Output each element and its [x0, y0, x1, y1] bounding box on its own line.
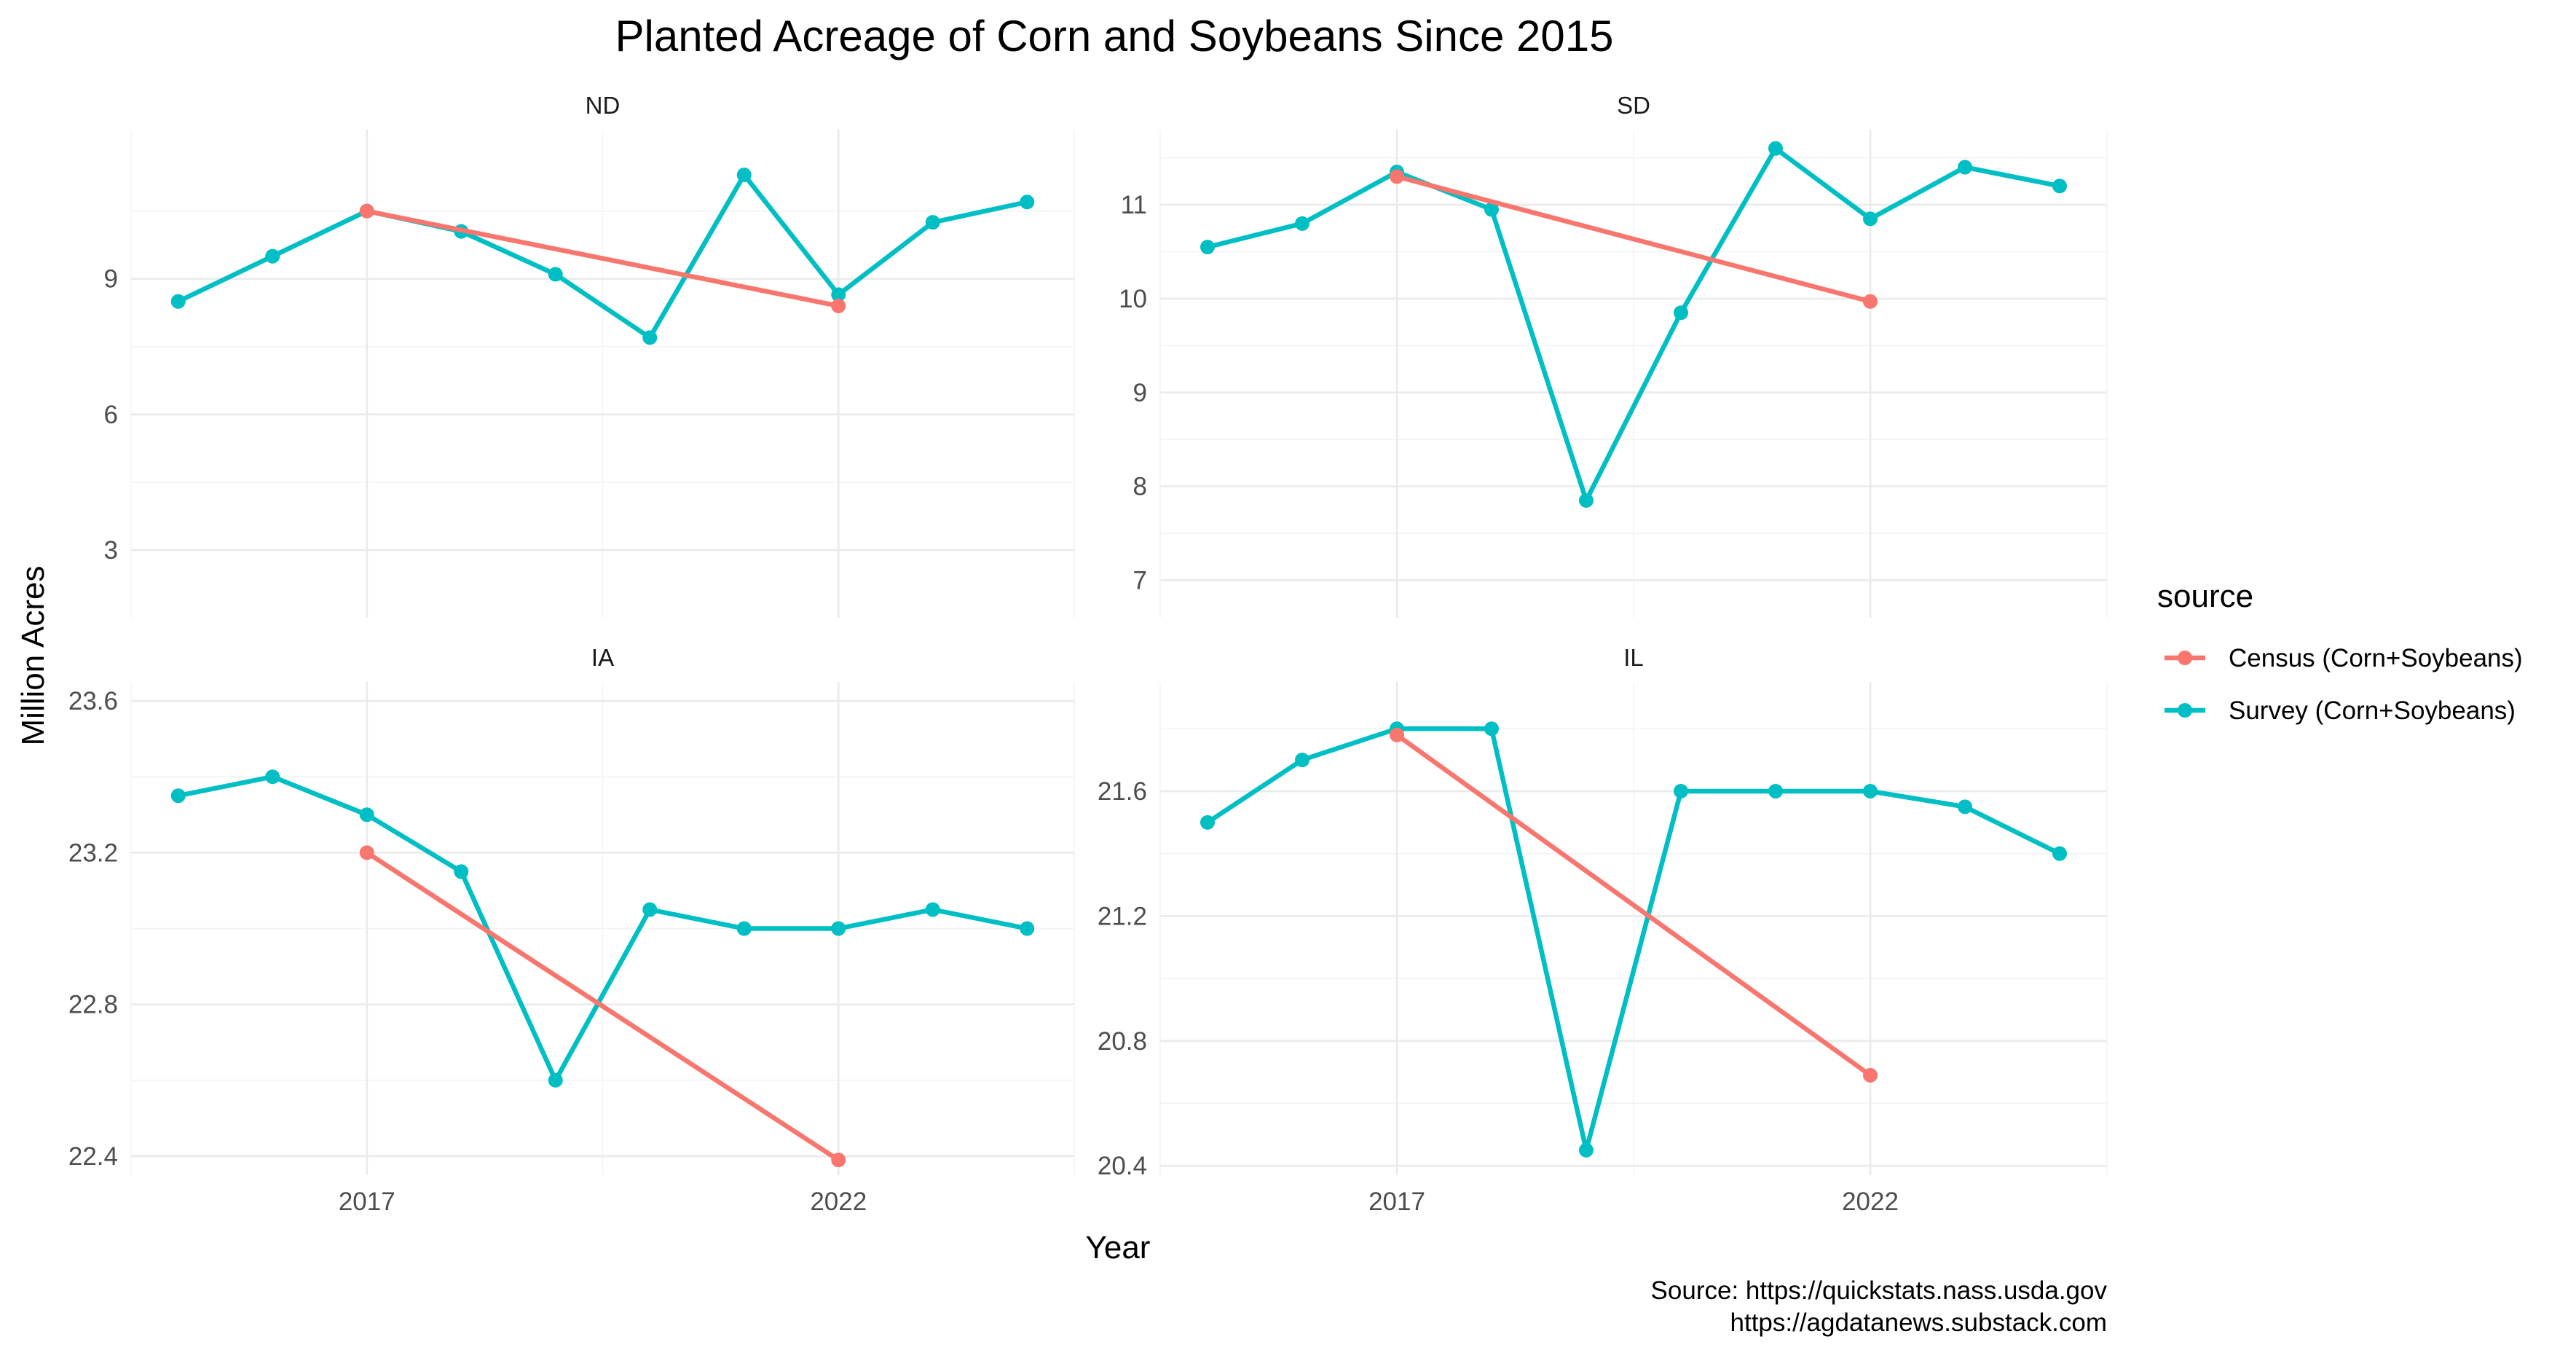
survey-point-ia: [548, 1072, 563, 1088]
y-tick-label: 23.6: [68, 687, 118, 715]
y-tick-label: 9: [1133, 379, 1147, 407]
panel-sd: 7 8 9 10 11 SD: [1119, 92, 2108, 618]
y-tick-label: 10: [1119, 285, 1147, 313]
y-tick-label: 6: [104, 401, 118, 429]
caption-source: Source: https://quickstats.nass.usda.gov: [1651, 1276, 2108, 1305]
legend-key-point-census: [2178, 651, 2192, 665]
y-tick-label: 7: [1133, 566, 1147, 594]
census-line-nd: [366, 208, 839, 309]
survey-point-ia: [831, 921, 846, 936]
survey-point-ia: [642, 902, 658, 917]
survey-point-il: [1200, 815, 1215, 830]
x-tick-label: 2022: [1842, 1188, 1899, 1216]
survey-point-nd: [1020, 195, 1035, 210]
legend-label-survey: Survey (Corn+Soybeans): [2229, 696, 2516, 725]
survey-point-nd: [925, 215, 940, 230]
survey-point-sd: [1958, 160, 1972, 175]
census-point-ia: [831, 1153, 846, 1168]
caption-substack: https://agdatanews.substack.com: [1730, 1308, 2108, 1337]
y-tick-label: 3: [104, 536, 118, 565]
panel-il: 20.4 20.8 21.2 21.6 2017 2022 IL: [1098, 644, 2108, 1216]
y-tick-label: 20.8: [1098, 1027, 1147, 1056]
y-tick-label: 8: [1133, 473, 1147, 501]
legend-label-census: Census (Corn+Soybeans): [2229, 644, 2523, 672]
survey-point-il: [1863, 783, 1878, 798]
survey-point-il: [1768, 783, 1783, 798]
x-axis-title: Year: [1086, 1230, 1151, 1265]
survey-point-nd: [548, 267, 563, 282]
census-line-ia: [366, 850, 840, 1162]
survey-point-sd: [1484, 202, 1499, 217]
survey-point-ia: [170, 788, 186, 804]
facet-panels: 3 6 9 ND 7 8 9 10 11 SD 22.4 22.8 23.2 23.6 2017 2022 IA…: [68, 92, 2108, 1216]
survey-point-il: [1484, 721, 1499, 737]
survey-point-ia: [265, 769, 280, 785]
y-tick-label: 22.4: [68, 1142, 118, 1171]
survey-point-nd: [831, 287, 846, 302]
survey-point-sd: [1863, 211, 1878, 227]
survey-line-nd: [177, 172, 1028, 340]
survey-point-sd: [2052, 178, 2067, 194]
survey-point-il: [1958, 799, 1972, 815]
census-point-il: [1390, 727, 1404, 742]
census-point-ia: [359, 845, 374, 860]
legend-title: source: [2157, 578, 2253, 614]
survey-point-sd: [1579, 492, 1594, 508]
y-axis-title: Million Acres: [15, 566, 51, 746]
census-point-nd: [831, 298, 846, 313]
census-point-nd: [359, 203, 374, 219]
census-point-sd: [1863, 294, 1878, 309]
survey-point-sd: [1200, 240, 1215, 255]
panel-nd: 3 6 9 ND: [104, 92, 1075, 618]
survey-point-il: [2052, 846, 2067, 861]
facet-strip-sd: SD: [1617, 92, 1650, 119]
census-point-il: [1863, 1067, 1878, 1083]
survey-point-ia: [454, 864, 469, 879]
survey-point-ia: [359, 807, 374, 823]
survey-line-ia: [178, 774, 1028, 1083]
legend: source Census (Corn+Soybeans) Survey (Cor…: [2157, 578, 2523, 725]
survey-point-ia: [925, 902, 940, 917]
survey-point-ia: [1020, 921, 1035, 936]
y-tick-label: 21.6: [1098, 777, 1147, 806]
survey-point-sd: [1295, 216, 1309, 231]
survey-point-il: [1674, 783, 1688, 798]
x-tick-label: 2022: [810, 1188, 867, 1216]
survey-point-nd: [170, 294, 186, 309]
panel-ia: 22.4 22.8 23.2 23.6 2017 2022 IA: [68, 644, 1075, 1216]
census-line-sd: [1396, 174, 1871, 304]
survey-point-il: [1295, 753, 1309, 768]
facet-strip-il: IL: [1623, 644, 1644, 671]
y-tick-label: 23.2: [68, 839, 118, 867]
survey-point-il: [1579, 1142, 1594, 1158]
y-tick-label: 20.4: [1098, 1152, 1147, 1180]
census-line-il: [1395, 733, 1872, 1078]
facet-strip-nd: ND: [586, 92, 621, 119]
chart-title: Planted Acreage of Corn and Soybeans Sin…: [615, 12, 1614, 60]
survey-point-nd: [736, 168, 752, 183]
y-tick-label: 11: [1121, 191, 1147, 219]
x-tick-label: 2017: [1368, 1188, 1425, 1216]
survey-point-sd: [1768, 141, 1783, 156]
survey-line-sd: [1207, 146, 2060, 503]
survey-point-nd: [642, 330, 658, 345]
survey-point-ia: [736, 921, 752, 936]
x-tick-label: 2017: [339, 1188, 395, 1216]
survey-point-nd: [265, 248, 280, 264]
survey-line-il: [1206, 726, 2061, 1153]
y-tick-label: 22.8: [68, 991, 118, 1019]
legend-key-point-survey: [2178, 703, 2192, 718]
facet-strip-ia: IA: [591, 644, 614, 671]
survey-point-sd: [1674, 305, 1688, 321]
census-point-sd: [1390, 169, 1404, 184]
y-tick-label: 9: [104, 265, 118, 294]
y-tick-label: 21.2: [1098, 902, 1147, 930]
